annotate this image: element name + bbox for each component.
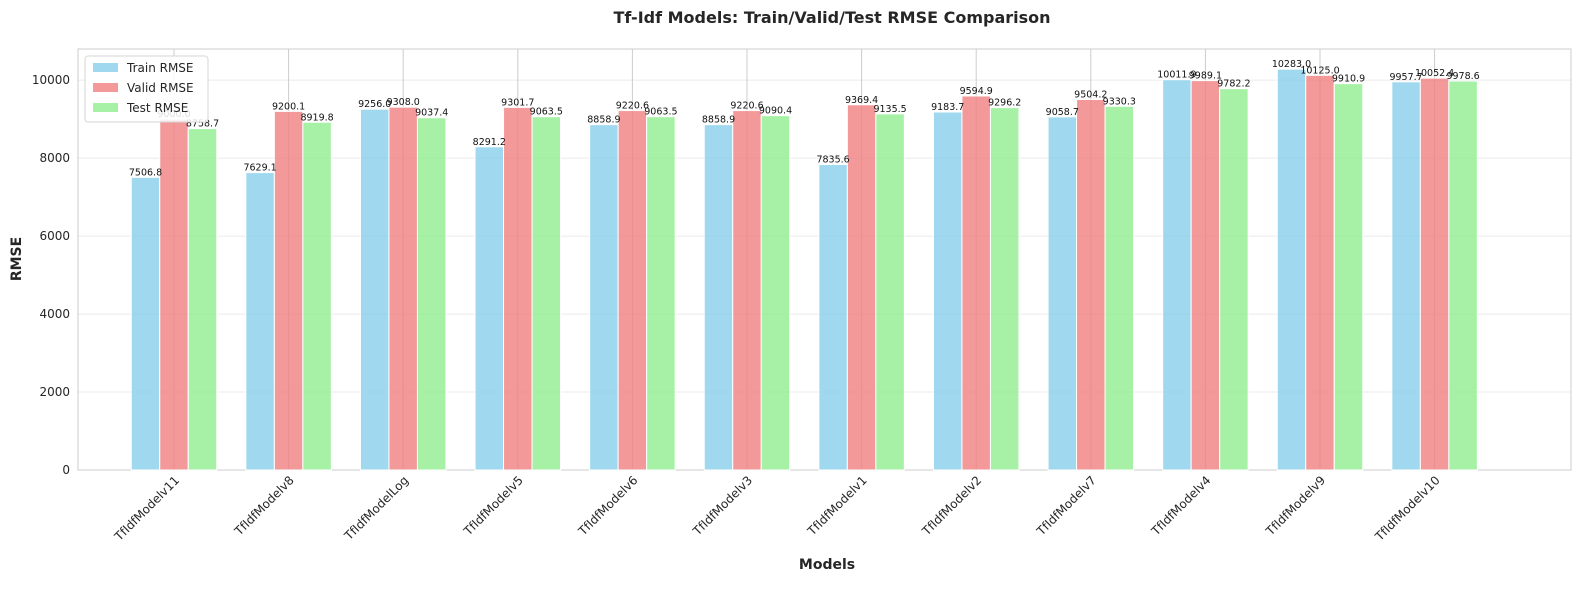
- bar-test-rmse: [416, 117, 447, 471]
- bar-valid-rmse: [617, 110, 648, 471]
- bar-value-label: 7835.6: [816, 155, 849, 166]
- y-tick-label: 6000: [39, 229, 70, 243]
- bar-train-rmse: [818, 164, 848, 471]
- bar-value-label: 8758.7: [186, 119, 219, 130]
- y-tick-label: 2000: [39, 385, 70, 399]
- bar-valid-rmse: [846, 104, 877, 471]
- y-tick-label: 0: [62, 463, 70, 477]
- bar-train-rmse: [1047, 116, 1078, 471]
- y-tick-label: 4000: [39, 307, 70, 321]
- bar-value-label: 9978.6: [1446, 71, 1479, 82]
- bar-value-label: 9058.7: [1046, 107, 1079, 118]
- bar-valid-rmse: [503, 106, 533, 471]
- bar-value-label: 10125.0: [1300, 65, 1339, 76]
- bar-test-rmse: [1333, 83, 1364, 471]
- y-tick-label: 10000: [32, 73, 70, 87]
- bar-valid-rmse: [732, 110, 762, 471]
- bar-valid-rmse: [1190, 80, 1221, 471]
- legend-swatch: [93, 83, 118, 92]
- bar-value-label: 9782.2: [1217, 79, 1250, 90]
- bar-value-label: 9330.3: [1103, 96, 1136, 107]
- bar-value-label: 8858.9: [587, 115, 620, 126]
- bar-value-label: 9957.7: [1389, 72, 1422, 83]
- bar-test-rmse: [1448, 80, 1478, 471]
- bar-value-label: 7629.1: [243, 163, 276, 174]
- bar-test-rmse: [760, 115, 791, 471]
- bar-valid-rmse: [1076, 99, 1106, 471]
- bar-valid-rmse: [159, 118, 189, 471]
- bar-value-label: 9594.9: [960, 86, 993, 97]
- bar-test-rmse: [531, 116, 562, 471]
- bar-train-rmse: [1391, 81, 1421, 471]
- bar-valid-rmse: [1419, 77, 1450, 471]
- bar-train-rmse: [703, 124, 734, 471]
- bar-value-label: 9301.7: [501, 97, 534, 108]
- bar-value-label: 9910.9: [1332, 74, 1365, 85]
- bar-train-rmse: [589, 124, 619, 471]
- bar-test-rmse: [1104, 105, 1135, 471]
- bar-value-label: 8291.2: [473, 137, 506, 148]
- bar-value-label: 9090.4: [759, 106, 792, 117]
- bar-train-rmse: [474, 146, 505, 471]
- y-axis-label: RMSE: [9, 237, 25, 281]
- bar-value-label: 9296.2: [988, 98, 1021, 109]
- bar-value-label: 8919.8: [300, 112, 333, 123]
- bar-train-rmse: [245, 172, 275, 471]
- bar-labels: 7506.89000.08758.77629.19200.18919.89256…: [129, 59, 1480, 178]
- bar-value-label: 9183.7: [931, 102, 964, 113]
- bar-value-label: 9037.4: [415, 108, 448, 119]
- bars: [130, 68, 1478, 471]
- bar-value-label: 9220.6: [616, 101, 649, 112]
- bar-valid-rmse: [388, 106, 418, 471]
- legend-label: Test RMSE: [126, 101, 188, 115]
- bar-test-rmse: [302, 121, 332, 471]
- bar-value-label: 9308.0: [387, 97, 420, 108]
- bar-value-label: 9063.5: [644, 107, 677, 118]
- bar-value-label: 9200.1: [272, 101, 305, 112]
- chart-title: Tf-Idf Models: Train/Valid/Test RMSE Com…: [613, 8, 1050, 27]
- bar-value-label: 9220.6: [730, 101, 763, 112]
- bar-value-label: 7506.8: [129, 167, 162, 178]
- bar-train-rmse: [932, 111, 963, 471]
- bar-value-label: 9504.2: [1074, 90, 1107, 101]
- bar-value-label: 9989.1: [1189, 71, 1222, 82]
- bar-test-rmse: [1219, 88, 1249, 471]
- bar-value-label: 9256.0: [358, 99, 391, 110]
- legend: Train RMSE Valid RMSE Test RMSE: [84, 55, 209, 123]
- x-axis-label: Models: [799, 557, 855, 573]
- bar-value-label: 10052.4: [1415, 68, 1454, 79]
- legend-swatch: [93, 103, 118, 112]
- bar-test-rmse: [875, 113, 905, 471]
- legend-label: Valid RMSE: [127, 81, 194, 95]
- bar-valid-rmse: [273, 110, 304, 471]
- bar-value-label: 9063.5: [530, 107, 563, 118]
- bar-value-label: 10283.0: [1272, 59, 1311, 70]
- bar-test-rmse: [187, 128, 218, 471]
- bar-test-rmse: [989, 107, 1020, 471]
- bar-value-label: 10011.9: [1157, 70, 1196, 81]
- bar-value-label: 9135.5: [873, 104, 906, 115]
- legend-swatch: [93, 63, 118, 72]
- bar-value-label: 9369.4: [845, 95, 878, 106]
- bar-valid-rmse: [1305, 74, 1335, 471]
- bar-train-rmse: [359, 108, 390, 471]
- bar-test-rmse: [646, 116, 676, 471]
- bar-train-rmse: [130, 176, 161, 471]
- bar-valid-rmse: [961, 95, 991, 471]
- y-axis-ticks: 0 2000 4000 6000 8000 10000: [32, 73, 70, 477]
- legend-label: Train RMSE: [126, 61, 194, 75]
- bar-value-label: 8858.9: [702, 115, 735, 126]
- bar-train-rmse: [1276, 68, 1307, 471]
- bar-train-rmse: [1162, 79, 1192, 471]
- y-tick-label: 8000: [39, 151, 70, 165]
